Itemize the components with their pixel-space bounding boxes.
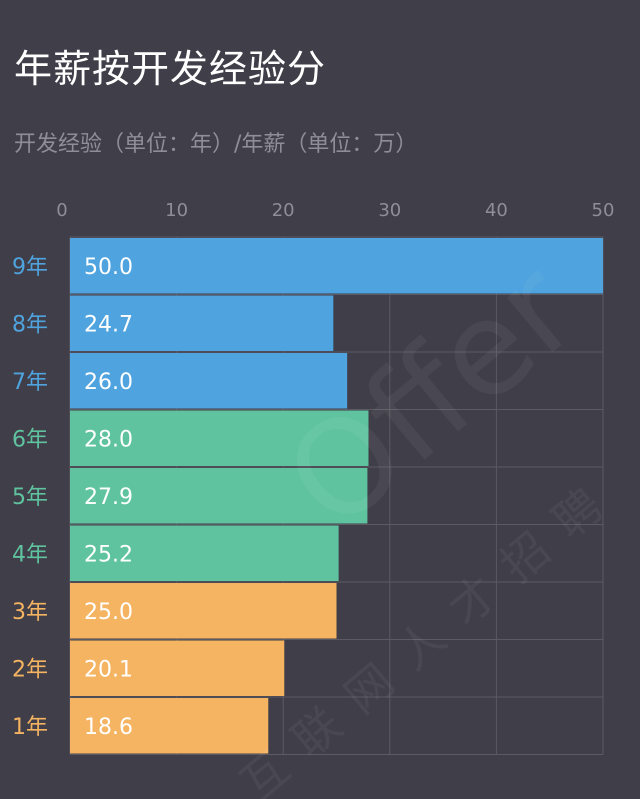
chart-title: 年薪按开发经验分 bbox=[14, 47, 327, 91]
bar bbox=[70, 583, 337, 639]
x-tick-label: 50 bbox=[592, 200, 615, 221]
bar bbox=[70, 640, 285, 696]
category-label: 9年 bbox=[12, 255, 48, 280]
x-tick-label: 30 bbox=[378, 200, 401, 221]
bar bbox=[70, 525, 339, 581]
bar-value-label: 28.0 bbox=[84, 427, 133, 452]
bar-value-label: 24.7 bbox=[84, 312, 133, 337]
bar-value-label: 50.0 bbox=[84, 255, 133, 280]
bar-value-label: 25.2 bbox=[84, 542, 133, 567]
category-label: 2年 bbox=[12, 657, 48, 682]
x-tick-label: 0 bbox=[56, 200, 67, 221]
category-label: 1年 bbox=[12, 715, 48, 740]
bar-value-label: 25.0 bbox=[84, 600, 133, 625]
bar-value-label: 20.1 bbox=[84, 657, 133, 682]
chart-subtitle: 开发经验（单位：年）/年薪（单位：万） bbox=[14, 132, 418, 157]
x-tick-label: 10 bbox=[165, 200, 188, 221]
bar bbox=[70, 698, 269, 754]
bar bbox=[70, 410, 369, 466]
category-label: 3年 bbox=[12, 600, 48, 625]
bar-value-label: 27.9 bbox=[84, 485, 133, 510]
bar bbox=[70, 238, 603, 294]
bar-value-label: 18.6 bbox=[84, 715, 133, 740]
category-label: 6年 bbox=[12, 427, 48, 452]
bar bbox=[70, 353, 348, 409]
category-label: 5年 bbox=[12, 485, 48, 510]
x-tick-label: 40 bbox=[485, 200, 508, 221]
category-label: 7年 bbox=[12, 370, 48, 395]
x-tick-label: 20 bbox=[272, 200, 295, 221]
bar bbox=[70, 468, 368, 524]
category-label: 4年 bbox=[12, 542, 48, 567]
bar bbox=[70, 295, 334, 351]
category-label: 8年 bbox=[12, 312, 48, 337]
bar-value-label: 26.0 bbox=[84, 370, 133, 395]
